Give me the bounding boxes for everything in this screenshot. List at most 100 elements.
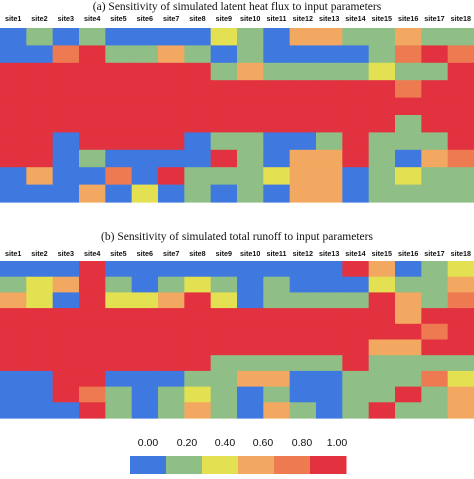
heatmap-cell <box>184 323 212 341</box>
heatmap-cell <box>210 370 238 388</box>
heatmap-cell <box>237 323 264 341</box>
heatmap-cell <box>342 402 370 419</box>
heatmap-cell <box>316 149 343 168</box>
heatmap-cell <box>395 355 422 372</box>
heatmap-cell <box>26 292 54 309</box>
heatmap-cell <box>158 132 185 151</box>
heatmap-cell <box>421 167 449 186</box>
heatmap-cell <box>263 62 291 81</box>
heatmap-cell <box>210 276 238 293</box>
heatmap-cell <box>289 308 317 325</box>
heatmap-cell <box>210 132 238 151</box>
heatmap-cell <box>263 339 291 356</box>
heatmap-cell <box>237 355 264 372</box>
x-tick-label: site7 <box>163 249 179 258</box>
heatmap-cell <box>316 370 343 388</box>
heatmap-cell <box>79 149 106 168</box>
colorbar: 0.00 0.20 0.40 0.60 0.80 1.00 <box>130 437 347 474</box>
heatmap-cell <box>184 28 212 46</box>
heatmap-cell <box>52 97 80 116</box>
heatmap-cell <box>447 184 474 203</box>
x-tick-label: site5 <box>110 14 126 23</box>
heatmap-cell <box>210 323 238 341</box>
heatmap-cell <box>210 184 238 203</box>
heatmap-cell <box>184 370 212 388</box>
heatmap-cell <box>237 45 264 64</box>
heatmap-cell <box>395 62 422 81</box>
heatmap-cell <box>131 402 159 419</box>
heatmap-cell <box>447 97 474 116</box>
heatmap-cell <box>105 97 133 116</box>
heatmap-cell <box>184 132 212 151</box>
heatmap-cell <box>421 323 449 341</box>
heatmap-cell <box>421 370 449 388</box>
heatmap-cell <box>105 62 133 81</box>
heatmap-cell <box>316 115 343 133</box>
heatmap-cell <box>105 292 133 309</box>
heatmap-cell <box>52 115 80 133</box>
heatmap-cell <box>158 167 185 186</box>
heatmap-cell <box>131 355 159 372</box>
x-tick-label: site17 <box>424 249 444 258</box>
heatmap-cell <box>184 167 212 186</box>
heatmap-cell <box>158 97 185 116</box>
heatmap-cell <box>158 115 185 133</box>
heatmap-cell <box>342 149 370 168</box>
heatmap-cell <box>184 308 212 325</box>
x-tick-label: site1 <box>5 14 21 23</box>
heatmap-cell <box>26 355 54 372</box>
heatmap-cell <box>395 386 422 403</box>
heatmap-cell <box>158 28 185 46</box>
heatmap-cell <box>79 167 106 186</box>
colorbar-segment <box>166 456 203 474</box>
heatmap-cell <box>79 370 106 388</box>
heatmap-cell <box>237 28 264 46</box>
x-tick-label: site8 <box>189 249 205 258</box>
heatmap-cell <box>184 386 212 403</box>
x-tick-label: site9 <box>216 14 232 23</box>
heatmap-cell <box>131 45 159 64</box>
heatmap-cell <box>52 308 80 325</box>
heatmap-cell <box>131 167 159 186</box>
heatmap-cell <box>0 323 27 341</box>
heatmap-cell <box>263 276 291 293</box>
heatmap-cell <box>395 292 422 309</box>
heatmap-cell <box>26 339 54 356</box>
heatmap-cell <box>237 339 264 356</box>
x-tick-label: site16 <box>398 14 418 23</box>
heatmap-cell <box>26 115 54 133</box>
colorbar-tick-label: 0.80 <box>292 437 313 449</box>
panel-b: (b) Sensitivity of simulated total runof… <box>0 231 474 419</box>
heatmap-cell <box>105 45 133 64</box>
colorbar-segment <box>130 456 167 474</box>
heatmap-cell <box>447 339 474 356</box>
heatmap-cell <box>237 370 264 388</box>
heatmap-cell <box>421 149 449 168</box>
heatmap-cell <box>263 323 291 341</box>
heatmap-cell <box>316 323 343 341</box>
heatmap-cell <box>105 323 133 341</box>
heatmap-cell <box>342 276 370 293</box>
heatmap-cell <box>289 292 317 309</box>
x-tick-label: site3 <box>58 14 74 23</box>
heatmap-cell <box>263 261 291 278</box>
heatmap-cell <box>26 402 54 419</box>
heatmap-cell <box>0 167 27 186</box>
heatmap-cell <box>289 386 317 403</box>
x-tick-label: site11 <box>267 14 287 23</box>
heatmap-cell <box>263 402 291 419</box>
heatmap-cell <box>131 323 159 341</box>
heatmap-cell <box>447 149 474 168</box>
heatmap-cell <box>316 276 343 293</box>
heatmap-cell <box>105 370 133 388</box>
heatmap-cell <box>368 149 396 168</box>
x-tick-label: site12 <box>293 249 313 258</box>
colorbar-tick-label: 1.00 <box>327 437 348 449</box>
heatmap-cell <box>447 402 474 419</box>
heatmap-cell <box>0 370 27 388</box>
heatmap-cell <box>421 355 449 372</box>
panel-b-title: (b) Sensitivity of simulated total runof… <box>101 231 373 243</box>
x-tick-label: site13 <box>319 249 339 258</box>
heatmap-cell <box>289 132 317 151</box>
heatmap-cell <box>105 28 133 46</box>
